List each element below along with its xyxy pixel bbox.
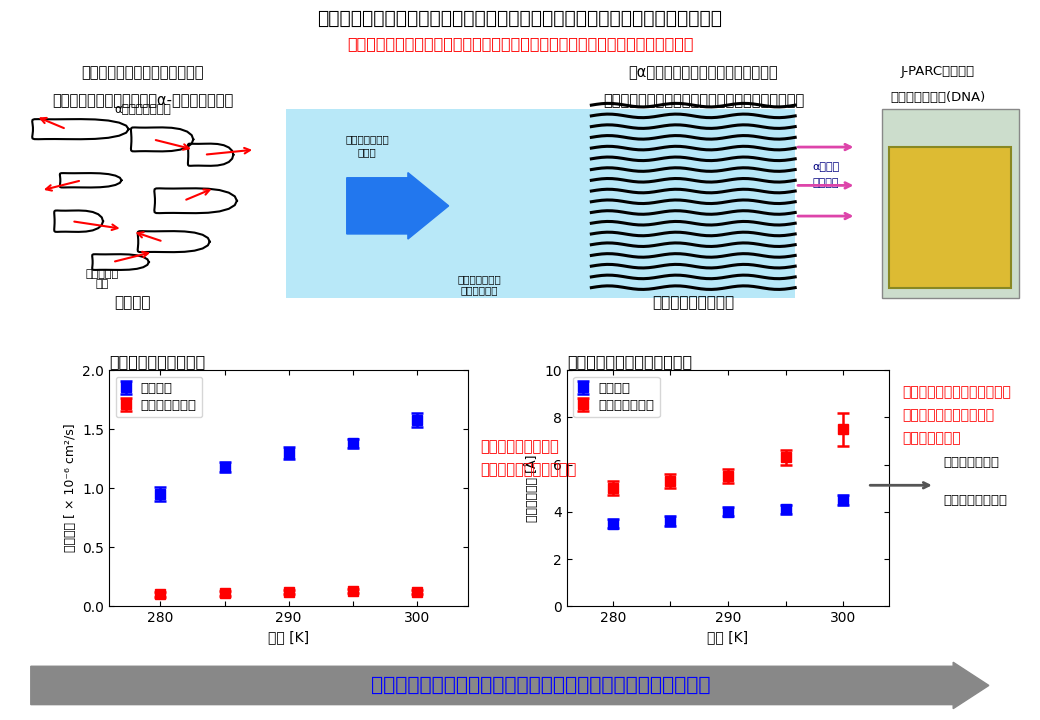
Text: パーキンソン病発症と関係する: パーキンソン病発症と関係する	[82, 66, 204, 80]
Text: パーキンソン病発症につながる「病態」タンパク質分子の異常なふるまいを発見: パーキンソン病発症につながる「病態」タンパク質分子の異常なふるまいを発見	[317, 9, 723, 28]
Text: 脳細胞にあるタンパク質「α-シヌクレイン」: 脳細胞にあるタンパク質「α-シヌクレイン」	[52, 94, 234, 109]
Y-axis label: 拡散係数 [ × 10⁻⁶ cm²/s]: 拡散係数 [ × 10⁻⁶ cm²/s]	[63, 424, 77, 552]
Text: パーキンソン病発症の仕組み解明の手掛かりとなることが期待: パーキンソン病発症の仕組み解明の手掛かりとなることが期待	[370, 676, 710, 695]
Text: クレイン: クレイン	[812, 178, 839, 188]
Y-axis label: 運動の大きさ [Å]: 運動の大きさ [Å]	[525, 454, 539, 522]
Legend: 正常状態, アミロイド線維: 正常状態, アミロイド線維	[573, 377, 659, 417]
Text: タンパク質の運動が抑制: タンパク質の運動が抑制	[480, 462, 577, 477]
Text: に進むことを示唆: に進むことを示唆	[944, 494, 1008, 507]
Text: α－シヌ: α－シヌ	[812, 163, 839, 173]
X-axis label: 温度 [K]: 温度 [K]	[707, 631, 749, 644]
Text: 運動が増加！！: 運動が増加！！	[903, 431, 961, 446]
Text: （アミロイド線維とよばれる「病態」タンパク質）: （アミロイド線維とよばれる「病態」タンパク質）	[603, 94, 804, 109]
Text: タンパク質内部: タンパク質内部	[345, 135, 389, 145]
Text: α－シヌクレイン: α－シヌクレイン	[114, 104, 172, 117]
Text: 病発症のカギとなるタンパク質同士が繊維状に集合した状態の異常なふるまいを発見: 病発症のカギとなるタンパク質同士が繊維状に集合した状態の異常なふるまいを発見	[337, 624, 703, 638]
FancyBboxPatch shape	[889, 147, 1011, 288]
Text: 線維形成が自然: 線維形成が自然	[944, 456, 999, 469]
Text: タンパク質内部の原子の: タンパク質内部の原子の	[903, 408, 995, 423]
Text: タンパク質内部の原子の運動: タンパク質内部の原子の運動	[567, 354, 692, 369]
Text: 分子全体の: 分子全体の	[85, 269, 119, 279]
Legend: 正常状態, アミロイド線維: 正常状態, アミロイド線維	[115, 377, 202, 417]
Text: アミロイド線維状態: アミロイド線維状態	[652, 296, 734, 310]
Text: 正常状態: 正常状態	[114, 296, 151, 310]
Text: タンパク質内部: タンパク質内部	[458, 274, 501, 284]
Text: アミロイド線維では: アミロイド線維では	[480, 439, 560, 454]
Text: の原子: の原子	[358, 147, 376, 157]
FancyBboxPatch shape	[286, 109, 796, 298]
FancyBboxPatch shape	[882, 109, 1019, 298]
X-axis label: 温度 [K]: 温度 [K]	[268, 631, 309, 644]
Text: 運動: 運動	[96, 279, 109, 289]
Text: －発症のカギとなるタンパク質の線維状集合状態の形成過程解明の手がかりに－: －発症のカギとなるタンパク質の線維状集合状態の形成過程解明の手がかりに－	[346, 36, 694, 50]
Text: タンパク質全体の運動: タンパク質全体の運動	[109, 354, 206, 369]
Text: J-PARCの中性子: J-PARCの中性子	[901, 66, 974, 78]
FancyArrow shape	[346, 173, 448, 239]
Text: 準弾性散乱装置(DNA): 準弾性散乱装置(DNA)	[890, 91, 986, 104]
Text: 中性子準弾性散乱装置で観測: 中性子準弾性散乱装置で観測	[23, 348, 141, 364]
Text: しかし、アミロイド線維では: しかし、アミロイド線維では	[903, 385, 1012, 400]
Text: 「α－シヌクレイン」が線維状に集合: 「α－シヌクレイン」が線維状に集合	[628, 66, 778, 80]
Text: の原子の運動: の原子の運動	[461, 284, 498, 294]
Text: 発症のカギとなるアミロイド線維状態と正常状態の「α－シヌクレイン」の運動を: 発症のカギとなるアミロイド線維状態と正常状態の「α－シヌクレイン」の運動を	[23, 323, 362, 338]
FancyArrow shape	[31, 662, 989, 708]
